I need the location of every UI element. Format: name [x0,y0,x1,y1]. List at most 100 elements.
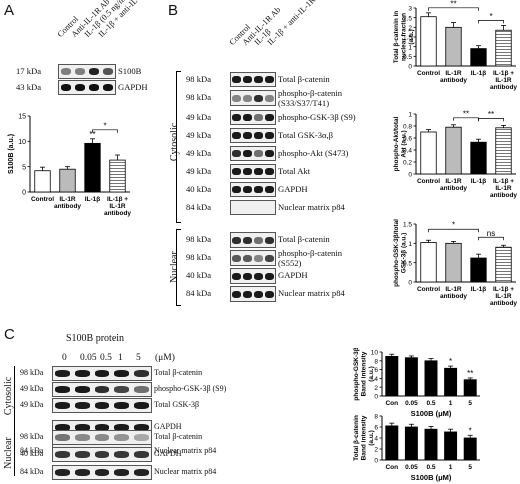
panel-label-b: B [168,2,179,19]
b-blot-name: phospho-GSK-3β (S9) [278,112,356,122]
blot-band [254,94,263,102]
blot-band [243,76,252,83]
x-tick-label: 0.05 [405,400,418,407]
blot-band [254,290,263,298]
blot-band [74,68,86,75]
blot-band [254,150,263,157]
blot-strip [52,382,152,397]
significance-mark: * [469,426,472,435]
significance-label: * [103,121,106,130]
c-dose-label: 0.5 [100,353,112,363]
c-blot-name: GAPDH [154,422,182,431]
x-tick-label: IL-1β [471,286,487,293]
c-blot-name: phospho-GSK-3β (S9) [154,384,227,393]
significance-bracket [428,228,479,233]
blot-band [232,114,241,121]
blot-strip [230,110,276,125]
blot-band [114,402,130,409]
blot-band [88,84,100,91]
b-blot-name: phospho-Akt (S473) [278,148,349,158]
blot-strip [52,465,152,480]
significance-label: * [489,12,492,21]
x-tick-label: 0.5 [426,464,435,471]
b-blot-kda: 49 kDa [186,130,212,140]
blot-band [254,186,263,193]
x-tick-label: IL-1R antibody [54,196,81,210]
blot-band [265,290,274,298]
y-tick-label: 1 [408,44,412,51]
x-tick-label: Control [31,196,54,203]
x-tick-label: IL-1β [471,70,487,77]
bar [445,26,462,67]
y-tick-label: 15 [18,114,26,121]
y-tick-label: 6 [374,425,378,432]
blot-band [243,236,252,244]
c-blot-kda: 98 kDa [20,368,44,377]
y-tick-label: 2 [374,385,378,392]
blot-strip [230,164,276,179]
c-blot-kda: 49 kDa [20,400,44,409]
y-tick-label: 0 [374,394,378,401]
bar [495,29,512,67]
y-tick-label: 4 [374,436,378,443]
blot-band [265,132,274,139]
y-tick-label: 6 [374,367,378,374]
blot-band [74,370,90,377]
y-tick-label: 1 [408,241,412,248]
x-tick-label: IL-1R antibody [440,178,467,192]
blot-strip [230,250,276,266]
a-blot-kda: 43 kDa [16,82,42,92]
c-nuclear-label: Nuclear [3,437,14,469]
y-tick-label: 0.6 [403,136,412,143]
x-axis-label: S100B (μM) [411,473,452,482]
c-protein-label: S100B protein [66,333,125,344]
b-blot-kda: 84 kDa [186,202,212,212]
blot-band [232,76,241,83]
blot-strip [230,128,276,143]
blot-band [133,469,149,476]
c-blot-name: GAPDH [154,449,182,458]
blot-band [102,84,114,91]
y-tick-label: 8 [374,358,378,365]
c-blot-name: Total β-catenin [154,368,203,377]
b-cyto-bracket [176,71,181,223]
blot-band [133,386,149,393]
y-tick-label: 1.5 [403,222,412,229]
blot-band [74,84,86,91]
blot-band [55,434,71,441]
bar [445,242,462,283]
b-blot-kda: 49 kDa [186,166,212,176]
blot-band [114,434,130,441]
b-blot-name: GAPDH [278,184,308,194]
c-dose-unit: (μM) [155,353,175,363]
y-tick-label: 0 [22,190,26,197]
bar [109,159,126,193]
x-tick-label: Control [417,70,440,77]
blot-band [232,150,241,157]
blot-strip [230,90,276,106]
blot-band [243,254,252,262]
blot-band [133,370,149,377]
significance-label: * [452,221,455,230]
b-blot-name: phospho-β-catenin [278,88,343,98]
significance-bracket [478,20,504,24]
bar [404,357,418,397]
x-tick-label: 0.05 [405,464,418,471]
c-blot-kda: 98 kDa [20,432,44,441]
blot-band [254,114,263,121]
panel-label-c: C [4,326,15,343]
y-axis-label: S100B (a.u.) [8,134,15,174]
y-tick-label: 0 [408,172,412,179]
b-blot-name: Total GSK-3α,β [278,130,334,140]
bar [470,141,487,175]
y-tick-label: 0 [408,64,412,71]
blot-band [74,434,90,441]
blot-band [74,451,90,458]
b-blot-kda: 49 kDa [186,112,212,122]
blot-band [265,254,274,262]
bar [420,242,437,283]
b-blot-name: phospho-β-catenin [278,248,343,258]
